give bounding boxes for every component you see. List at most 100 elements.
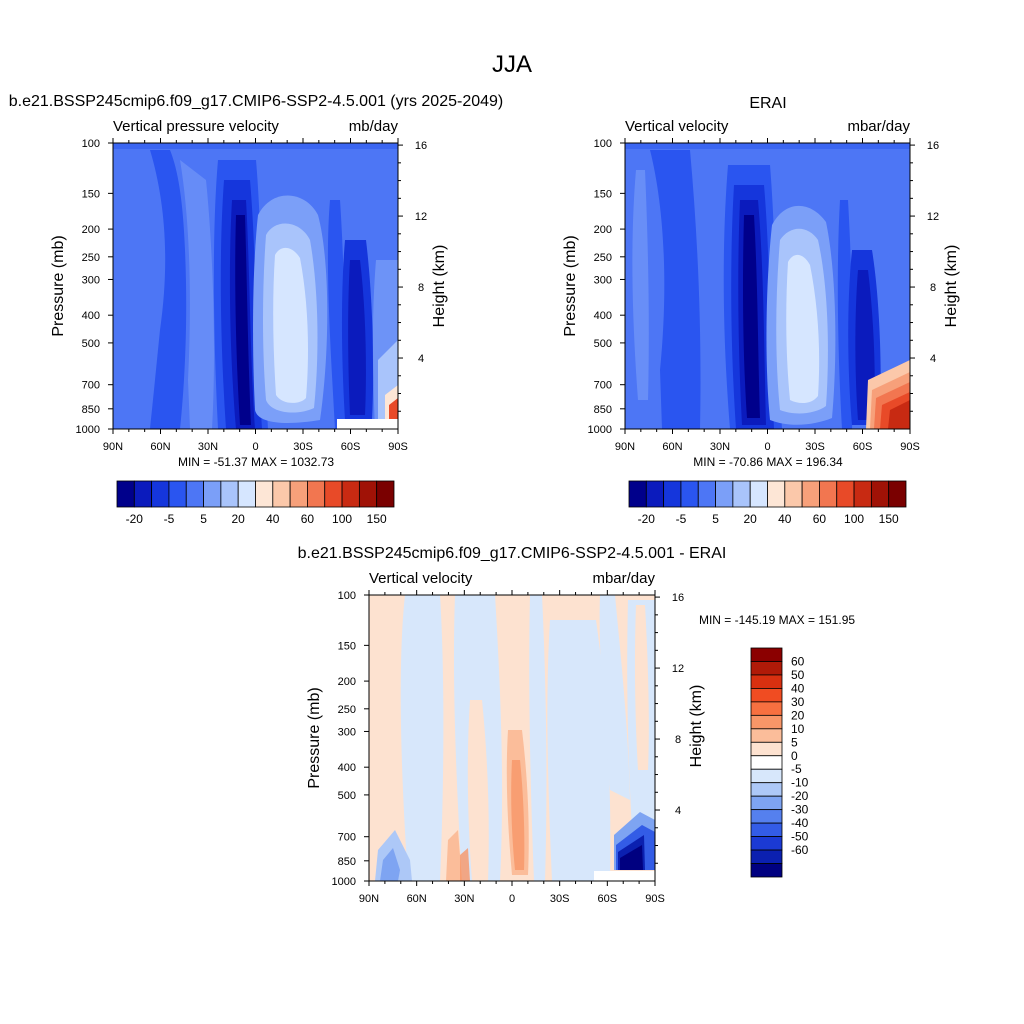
y2-tick-label: 16 bbox=[672, 592, 684, 604]
colorbar-label: 150 bbox=[367, 512, 387, 526]
colorbar-label: -5 bbox=[791, 762, 802, 776]
colorbar-label: -50 bbox=[791, 830, 809, 844]
y-tick-label: 300 bbox=[594, 274, 612, 286]
y-tick-label: 500 bbox=[594, 338, 612, 350]
colorbar-swatch bbox=[750, 822, 783, 837]
x-tick-label: 30S bbox=[293, 441, 313, 453]
colorbar-label: 150 bbox=[879, 512, 899, 526]
colorbar-label: 20 bbox=[744, 512, 758, 526]
y2-tick-label: 16 bbox=[927, 140, 939, 152]
y-tick-label: 250 bbox=[82, 252, 100, 264]
panel-2-colorbar: -20 -5 5 20 40 60 100 150 bbox=[628, 480, 907, 526]
y2-tick-label: 12 bbox=[927, 211, 939, 223]
colorbar-swatch bbox=[836, 480, 855, 508]
y-tick-label: 200 bbox=[82, 224, 100, 236]
y-tick-label: 250 bbox=[338, 704, 356, 716]
panel-1-colorbar: -20 -5 5 20 40 60 100 150 bbox=[116, 480, 395, 526]
colorbar-swatch bbox=[203, 480, 222, 508]
x-tick-label: 90S bbox=[900, 441, 920, 453]
panel-2-stats: MIN = -70.86 MAX = 196.34 bbox=[693, 455, 843, 469]
colorbar-swatch bbox=[750, 836, 783, 851]
x-tick-label: 0 bbox=[509, 893, 515, 905]
colorbar-swatch bbox=[358, 480, 378, 508]
colorbar-swatch bbox=[888, 480, 907, 508]
y-tick-label: 500 bbox=[82, 338, 100, 350]
colorbar-swatch bbox=[697, 480, 716, 508]
panel-1-y2label: Height (km) bbox=[431, 245, 448, 328]
colorbar-swatch bbox=[750, 741, 783, 757]
colorbar-label: 40 bbox=[791, 681, 805, 695]
panel-3-ylabel: Pressure (mb) bbox=[306, 687, 323, 788]
y2-tick-label: 4 bbox=[930, 353, 936, 365]
colorbar-swatch bbox=[341, 480, 360, 508]
panel-2-y2label: Height (km) bbox=[943, 245, 960, 328]
colorbar-swatch bbox=[628, 480, 647, 508]
colorbar-swatch bbox=[680, 480, 699, 508]
colorbar-label: -40 bbox=[791, 816, 809, 830]
colorbar-swatch bbox=[185, 480, 204, 508]
colorbar-swatch bbox=[750, 714, 783, 730]
colorbar-label: -20 bbox=[126, 512, 144, 526]
panel-1-ticks: 90N 60N 30N 0 30S 60S 90S 100 150 200 250 300 400 500… bbox=[76, 138, 427, 453]
x-tick-label: 0 bbox=[764, 441, 770, 453]
panel-3-left-label: Vertical velocity bbox=[369, 570, 473, 587]
y-tick-label: 850 bbox=[594, 404, 612, 416]
colorbar-swatch bbox=[819, 480, 838, 508]
x-tick-label: 30N bbox=[454, 893, 474, 905]
colorbar-swatch bbox=[715, 480, 734, 508]
x-tick-label: 60S bbox=[341, 441, 361, 453]
colorbar-label: 60 bbox=[791, 654, 805, 668]
colorbar-swatch bbox=[870, 480, 890, 508]
y-tick-label: 400 bbox=[338, 762, 356, 774]
y-tick-label: 100 bbox=[82, 138, 100, 150]
y-tick-label: 200 bbox=[594, 224, 612, 236]
colorbar-swatch bbox=[750, 647, 783, 662]
colorbar-swatch bbox=[133, 480, 153, 508]
x-tick-label: 30N bbox=[198, 441, 218, 453]
colorbar-label: -20 bbox=[791, 789, 809, 803]
colorbar-label: 20 bbox=[232, 512, 246, 526]
x-tick-label: 90S bbox=[388, 441, 408, 453]
y2-tick-label: 4 bbox=[675, 805, 681, 817]
colorbar-swatch bbox=[645, 480, 665, 508]
panel-1-left-label: Vertical pressure velocity bbox=[113, 118, 279, 135]
x-tick-label: 60N bbox=[407, 893, 427, 905]
y2-tick-label: 16 bbox=[415, 140, 427, 152]
colorbar-swatch bbox=[307, 480, 326, 508]
colorbar-swatch bbox=[750, 701, 783, 716]
panel-1-field bbox=[113, 143, 398, 429]
x-tick-label: 60S bbox=[853, 441, 873, 453]
y-tick-label: 250 bbox=[594, 252, 612, 264]
panel-2-field bbox=[625, 143, 910, 429]
colorbar-label: 20 bbox=[791, 708, 805, 722]
colorbar-label: -30 bbox=[791, 803, 809, 817]
colorbar-swatch bbox=[750, 661, 783, 676]
colorbar-swatch bbox=[853, 480, 872, 508]
y-tick-label: 1000 bbox=[332, 876, 356, 888]
x-tick-label: 90N bbox=[103, 441, 123, 453]
panel-3-stats: MIN = -145.19 MAX = 151.95 bbox=[699, 613, 855, 627]
x-tick-label: 90N bbox=[359, 893, 379, 905]
colorbar-label: 60 bbox=[813, 512, 827, 526]
colorbar-swatch bbox=[801, 480, 820, 508]
colorbar-swatch bbox=[220, 480, 239, 508]
colorbar-label: -5 bbox=[676, 512, 687, 526]
colorbar-swatch bbox=[750, 755, 783, 770]
colorbar-swatch bbox=[151, 480, 170, 508]
colorbar-label: 50 bbox=[791, 668, 805, 682]
colorbar-swatch bbox=[750, 795, 783, 811]
panel-2-units-label: mbar/day bbox=[847, 118, 910, 135]
y-tick-label: 300 bbox=[82, 274, 100, 286]
colorbar-swatch bbox=[289, 480, 308, 508]
y-tick-label: 100 bbox=[338, 590, 356, 602]
panel-1-stats: MIN = -51.37 MAX = 1032.73 bbox=[178, 455, 334, 469]
colorbar-swatch bbox=[750, 674, 783, 689]
panel-3-ticks: 90N 60N 30N 0 30S 60S 90S 100 150 200 250 300 400 500… bbox=[332, 590, 684, 905]
y-tick-label: 150 bbox=[594, 188, 612, 200]
y2-tick-label: 12 bbox=[672, 663, 684, 675]
x-tick-label: 30N bbox=[710, 441, 730, 453]
colorbar-label: 0 bbox=[791, 749, 798, 763]
x-tick-label: 30S bbox=[805, 441, 825, 453]
y-tick-label: 400 bbox=[82, 310, 100, 322]
